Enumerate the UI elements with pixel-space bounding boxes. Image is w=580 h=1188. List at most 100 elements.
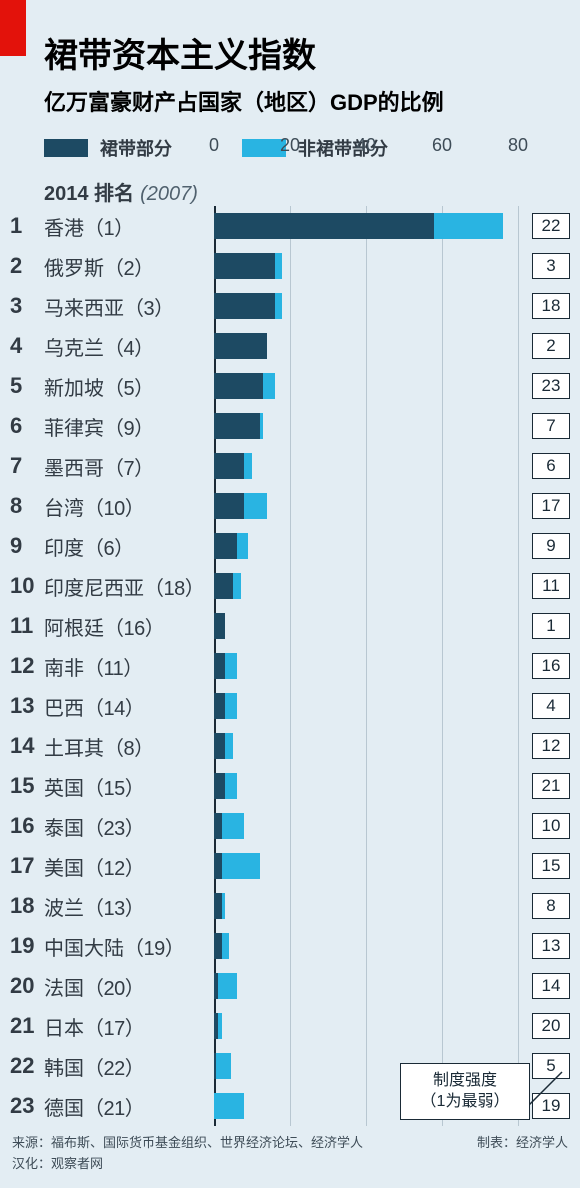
country-label: 墨西哥（7） bbox=[44, 452, 214, 481]
bar-noncrony bbox=[222, 933, 230, 959]
bar-crony bbox=[214, 693, 225, 719]
table-row: 3马来西亚（3）18 bbox=[0, 286, 580, 326]
strength-badge: 13 bbox=[532, 933, 570, 959]
country-label: 新加坡（5） bbox=[44, 372, 214, 401]
country-label: 美国（12） bbox=[44, 852, 214, 881]
table-row: 6菲律宾（9）7 bbox=[0, 406, 580, 446]
rows-container: 1香港（1）222俄罗斯（2）33马来西亚（3）184乌克兰（4）25新加坡（5… bbox=[0, 206, 580, 1126]
strength-badge: 21 bbox=[532, 773, 570, 799]
country-label: 中国大陆（19） bbox=[44, 932, 214, 961]
rank-number: 1 bbox=[0, 213, 44, 239]
table-row: 5新加坡（5）23 bbox=[0, 366, 580, 406]
table-row: 7墨西哥（7） 6 bbox=[0, 446, 580, 486]
bar-crony bbox=[214, 773, 225, 799]
bar-noncrony bbox=[263, 373, 274, 399]
rank-number: 23 bbox=[0, 1093, 44, 1119]
table-row: 15英国（15） 21 bbox=[0, 766, 580, 806]
rank-number: 15 bbox=[0, 773, 44, 799]
country-label: 韩国（22） bbox=[44, 1052, 214, 1081]
bar-crony bbox=[214, 373, 263, 399]
callout-box: 制度强度 （1为最弱） bbox=[400, 1063, 530, 1120]
rank-number: 6 bbox=[0, 413, 44, 439]
rank-number: 21 bbox=[0, 1013, 44, 1039]
bar-cell bbox=[214, 733, 518, 759]
strength-badge: 1 bbox=[532, 613, 570, 639]
axis-tick: 0 bbox=[209, 135, 219, 156]
bar-crony bbox=[214, 733, 225, 759]
rank-year: 2014 排名 bbox=[44, 177, 134, 206]
bar-noncrony bbox=[233, 573, 241, 599]
bar-cell bbox=[214, 413, 518, 439]
bar-crony bbox=[214, 493, 244, 519]
rank-number: 18 bbox=[0, 893, 44, 919]
bar-crony bbox=[214, 893, 222, 919]
rank-number: 22 bbox=[0, 1053, 44, 1079]
bar-cell bbox=[214, 453, 518, 479]
table-row: 9印度（6）9 bbox=[0, 526, 580, 566]
bar-crony bbox=[214, 613, 225, 639]
rank-prev-year: (2007) bbox=[140, 183, 198, 206]
table-row: 20法国（20）14 bbox=[0, 966, 580, 1006]
bar-cell bbox=[214, 973, 518, 999]
country-label: 乌克兰（4） bbox=[44, 332, 214, 361]
country-label: 印度（6） bbox=[44, 532, 214, 561]
country-label: 英国（15） bbox=[44, 772, 214, 801]
country-label: 南非（11） bbox=[44, 652, 214, 681]
table-row: 18波兰（13）8 bbox=[0, 886, 580, 926]
table-row: 12南非（11）16 bbox=[0, 646, 580, 686]
accent-stripe bbox=[0, 0, 26, 56]
table-row: 19中国大陆（19）13 bbox=[0, 926, 580, 966]
table-row: 8台湾（10）17 bbox=[0, 486, 580, 526]
footer-line1: 来源：福布斯、国际货币基金组织、世界经济论坛、经济学人 制表：经济学人 bbox=[0, 1126, 580, 1151]
table-row: 2俄罗斯（2）3 bbox=[0, 246, 580, 286]
table-row: 17美国（12）15 bbox=[0, 846, 580, 886]
country-label: 阿根廷（16） bbox=[44, 612, 214, 641]
bar-noncrony bbox=[275, 293, 283, 319]
strength-badge: 7 bbox=[532, 413, 570, 439]
table-row: 14土耳其（8）12 bbox=[0, 726, 580, 766]
table-row: 11阿根廷（16）1 bbox=[0, 606, 580, 646]
strength-badge: 9 bbox=[532, 533, 570, 559]
table-row: 13巴西（14）4 bbox=[0, 686, 580, 726]
bar-noncrony bbox=[237, 533, 248, 559]
country-label: 泰国（23） bbox=[44, 812, 214, 841]
bar-noncrony bbox=[222, 853, 260, 879]
bar-noncrony bbox=[218, 973, 237, 999]
x-axis: 020406080 bbox=[214, 135, 518, 163]
rank-number: 7 bbox=[0, 453, 44, 479]
bar-cell bbox=[214, 813, 518, 839]
bar-noncrony bbox=[225, 653, 236, 679]
rank-number: 3 bbox=[0, 293, 44, 319]
bar-noncrony bbox=[244, 493, 267, 519]
bar-crony bbox=[214, 213, 434, 239]
bar-cell bbox=[214, 253, 518, 279]
country-label: 法国（20） bbox=[44, 972, 214, 1001]
chart-area: 020406080 2014 排名 (2007) 1香港（1）222俄罗斯（2）… bbox=[0, 135, 580, 1126]
bar-cell bbox=[214, 1013, 518, 1039]
bar-crony bbox=[214, 933, 222, 959]
bar-crony bbox=[214, 653, 225, 679]
bar-cell bbox=[214, 493, 518, 519]
bar-noncrony bbox=[216, 1053, 231, 1079]
rank-number: 17 bbox=[0, 853, 44, 879]
rank-number: 12 bbox=[0, 653, 44, 679]
bar-cell bbox=[214, 773, 518, 799]
callout-line1: 制度强度 bbox=[409, 1070, 521, 1092]
bar-noncrony bbox=[244, 453, 252, 479]
strength-badge: 6 bbox=[532, 453, 570, 479]
rank-number: 4 bbox=[0, 333, 44, 359]
bar-cell bbox=[214, 893, 518, 919]
footer-line2: 汉化：观察者网 bbox=[0, 1151, 580, 1178]
bar-crony bbox=[214, 293, 275, 319]
rank-number: 14 bbox=[0, 733, 44, 759]
axis-tick: 40 bbox=[356, 135, 376, 156]
bar-noncrony bbox=[225, 773, 236, 799]
strength-badge: 8 bbox=[532, 893, 570, 919]
bar-cell bbox=[214, 653, 518, 679]
rank-number: 9 bbox=[0, 533, 44, 559]
chart-card: 裙带资本主义指数 亿万富豪财产占国家（地区）GDP的比例 裙带部分 非裙带部分 … bbox=[0, 0, 580, 1188]
bar-cell bbox=[214, 933, 518, 959]
strength-badge: 20 bbox=[532, 1013, 570, 1039]
country-label: 土耳其（8） bbox=[44, 732, 214, 761]
country-label: 俄罗斯（2） bbox=[44, 252, 214, 281]
